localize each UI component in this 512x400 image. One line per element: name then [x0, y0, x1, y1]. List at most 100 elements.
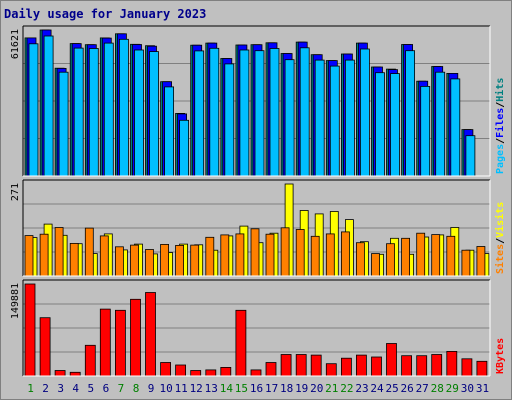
x-tick-label-day-1: 1 — [27, 382, 34, 395]
bar-kbytes-day-31 — [476, 360, 488, 377]
bar-pages-day-12 — [194, 50, 205, 177]
x-tick-label-day-31: 31 — [476, 382, 489, 395]
y-tick-label-kbytes: 149881 — [10, 283, 21, 319]
bar-sites-day-17 — [265, 233, 275, 277]
bar-pages-day-26 — [405, 50, 416, 177]
bar-kbytes-day-9 — [145, 292, 156, 377]
bar-sites-day-18 — [280, 227, 290, 277]
bar-pages-day-16 — [254, 50, 265, 177]
x-tick-label-day-29: 29 — [446, 382, 459, 395]
bar-pages-day-28 — [435, 71, 446, 177]
x-tick-label-day-11: 11 — [175, 382, 188, 395]
x-tick-label-day-28: 28 — [431, 382, 444, 395]
x-tick-label-day-10: 10 — [159, 382, 172, 395]
bar-kbytes-day-11 — [175, 364, 187, 377]
bar-pages-day-27 — [420, 86, 431, 177]
bar-sites-day-9 — [145, 249, 154, 277]
right-label-part: Hits — [494, 78, 506, 102]
bar-pages-day-29 — [450, 78, 461, 177]
bar-kbytes-day-21 — [325, 363, 337, 377]
bar-sites-day-24 — [371, 253, 380, 277]
bar-kbytes-day-14 — [220, 366, 232, 377]
bar-sites-day-27 — [416, 232, 426, 277]
x-tick-label-day-4: 4 — [72, 382, 79, 395]
bar-pages-day-15 — [239, 49, 250, 177]
bar-sites-day-7 — [115, 246, 124, 277]
bar-sites-day-22 — [340, 231, 350, 277]
bar-pages-day-14 — [224, 63, 235, 177]
bar-pages-day-11 — [179, 119, 190, 177]
bar-sites-day-26 — [401, 237, 411, 277]
bar-kbytes-day-25 — [386, 343, 397, 377]
bar-sites-day-21 — [325, 233, 335, 277]
bar-kbytes-day-6 — [99, 308, 111, 377]
bar-pages-day-3 — [58, 71, 69, 177]
bar-kbytes-day-28 — [431, 354, 443, 377]
bar-kbytes-day-24 — [371, 356, 382, 377]
bar-sites-day-31 — [476, 246, 486, 277]
bar-kbytes-day-29 — [446, 350, 458, 377]
x-tick-label-day-15: 15 — [235, 382, 248, 395]
bar-pages-day-19 — [299, 47, 310, 177]
bar-pages-day-23 — [359, 48, 370, 177]
bar-sites-day-4 — [69, 242, 79, 277]
bar-sites-day-12 — [190, 244, 200, 277]
bar-sites-day-29 — [446, 235, 456, 277]
x-tick-label-day-17: 17 — [265, 382, 278, 395]
x-tick-label-day-6: 6 — [103, 382, 110, 395]
bar-pages-day-24 — [375, 72, 385, 177]
x-tick-label-day-25: 25 — [385, 382, 398, 395]
bar-pages-day-21 — [329, 65, 340, 177]
bar-kbytes-day-19 — [295, 354, 307, 377]
right-label-part: Sites — [494, 244, 506, 274]
bar-kbytes-day-8 — [130, 298, 141, 377]
bar-pages-day-5 — [88, 48, 99, 177]
x-tick-label-day-26: 26 — [400, 382, 413, 395]
bar-sites-day-1 — [24, 235, 34, 277]
bar-pages-day-7 — [119, 38, 129, 177]
x-tick-label-day-2: 2 — [42, 382, 49, 395]
bar-sites-day-20 — [310, 235, 320, 277]
right-label-part: Visits — [494, 202, 506, 238]
bar-pages-day-22 — [344, 59, 355, 177]
bar-kbytes-day-20 — [310, 354, 322, 377]
bar-kbytes-day-12 — [190, 370, 202, 377]
right-label-part: KBytes — [495, 338, 506, 374]
x-tick-label-day-24: 24 — [370, 382, 384, 395]
bar-sites-day-14 — [220, 234, 230, 277]
x-tick-label-day-27: 27 — [416, 382, 429, 395]
x-tick-label-day-16: 16 — [250, 382, 263, 395]
right-label-kbytes: KBytes — [495, 338, 506, 374]
x-tick-label-day-20: 20 — [310, 382, 323, 395]
chart-title: Daily usage for January 2023 — [4, 7, 207, 21]
bar-kbytes-day-23 — [355, 354, 367, 377]
bar-sites-day-15 — [235, 233, 245, 277]
bar-pages-day-1 — [28, 43, 39, 177]
bar-kbytes-day-3 — [54, 370, 66, 377]
bar-pages-day-10 — [164, 86, 175, 177]
bar-kbytes-day-22 — [340, 357, 352, 377]
bar-kbytes-day-2 — [39, 317, 51, 377]
bar-sites-day-25 — [386, 243, 395, 277]
bar-kbytes-day-15 — [235, 309, 247, 377]
bar-sites-day-8 — [130, 244, 139, 277]
bar-sites-day-23 — [355, 242, 365, 277]
x-tick-label-day-9: 9 — [148, 382, 155, 395]
x-tick-label-day-19: 19 — [295, 382, 308, 395]
bar-sites-day-6 — [99, 235, 109, 277]
right-label-visits: Sites/Visits — [494, 202, 506, 274]
bar-sites-day-19 — [295, 229, 305, 277]
bar-pages-day-4 — [73, 47, 84, 177]
bar-kbytes-day-13 — [205, 369, 217, 377]
bar-kbytes-day-18 — [280, 354, 292, 377]
right-label-part: / — [495, 138, 506, 144]
x-tick-label-day-5: 5 — [87, 382, 94, 395]
bar-pages-day-8 — [134, 49, 144, 177]
bar-pages-day-6 — [103, 42, 114, 177]
x-tick-label-day-7: 7 — [118, 382, 125, 395]
bar-pages-day-30 — [465, 135, 476, 177]
y-tick-label-visits: 271 — [10, 183, 21, 201]
x-tick-label-day-18: 18 — [280, 382, 293, 395]
right-label-part: Pages — [495, 144, 506, 174]
x-tick-label-day-30: 30 — [461, 382, 474, 395]
